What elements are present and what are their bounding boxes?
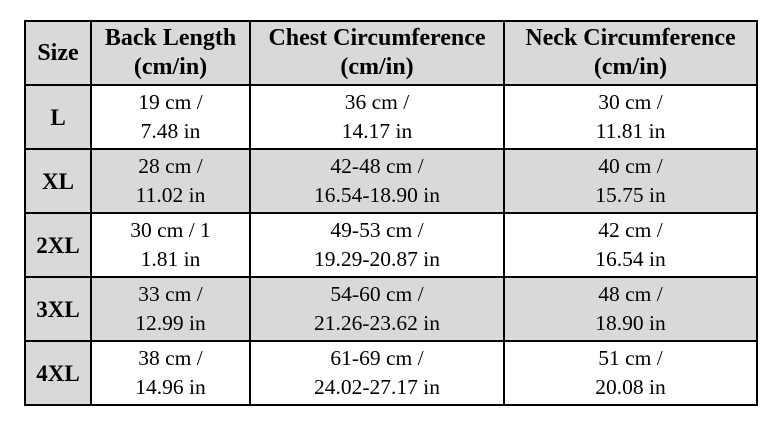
value-line: 33 cm / xyxy=(138,282,203,306)
neck-circumference-cell: 51 cm / 20.08 in xyxy=(503,340,758,406)
header-neck-circumference: Neck Circumference (cm/in) xyxy=(503,20,758,86)
value-line: 20.08 in xyxy=(595,375,666,399)
value-line: 28 cm / xyxy=(138,154,203,178)
neck-circumference-cell: 48 cm / 18.90 in xyxy=(503,276,758,342)
neck-circumference-cell: 30 cm / 11.81 in xyxy=(503,84,758,150)
value-line: 11.02 in xyxy=(135,183,206,207)
value-line: 30 cm / xyxy=(598,90,663,114)
value-line: 14.96 in xyxy=(135,375,206,399)
value-line: 61-69 cm / xyxy=(330,346,424,370)
value-line: 16.54 in xyxy=(595,247,666,271)
size-chart-table: Size Back Length (cm/in) Chest Circumfer… xyxy=(24,20,758,406)
table-row: 2XL 30 cm / 1 1.81 in 49-53 cm / 19.29-2… xyxy=(24,212,758,278)
table-row: 4XL 38 cm / 14.96 in 61-69 cm / 24.02-27… xyxy=(24,340,758,406)
value-line: 21.26-23.62 in xyxy=(313,311,440,335)
header-neck-circumference-unit: (cm/in) xyxy=(593,54,668,80)
size-cell: 2XL xyxy=(24,212,92,278)
value-line: 42-48 cm / xyxy=(330,154,424,178)
header-row: Size Back Length (cm/in) Chest Circumfer… xyxy=(24,20,758,86)
table-row: 3XL 33 cm / 12.99 in 54-60 cm / 21.26-23… xyxy=(24,276,758,342)
header-chest-circumference-unit: (cm/in) xyxy=(340,54,414,80)
table-row: XL 28 cm / 11.02 in 42-48 cm / 16.54-18.… xyxy=(24,148,758,214)
neck-circumference-cell: 42 cm / 16.54 in xyxy=(503,212,758,278)
neck-circumference-cell: 40 cm / 15.75 in xyxy=(503,148,758,214)
header-size-label: Size xyxy=(37,39,79,66)
value-line: 16.54-18.90 in xyxy=(313,183,440,207)
value-line: 19 cm / xyxy=(138,90,203,114)
value-line: 12.99 in xyxy=(135,311,206,335)
back-length-cell: 30 cm / 1 1.81 in xyxy=(90,212,251,278)
value-line: 30 cm / 1 xyxy=(130,218,211,242)
back-length-cell: 28 cm / 11.02 in xyxy=(90,148,251,214)
value-line: 11.81 in xyxy=(595,119,666,143)
header-size: Size xyxy=(24,20,92,86)
chest-circumference-cell: 49-53 cm / 19.29-20.87 in xyxy=(249,212,505,278)
header-neck-circumference-label: Neck Circumference xyxy=(525,25,736,51)
value-line: 19.29-20.87 in xyxy=(313,247,440,271)
size-cell: L xyxy=(24,84,92,150)
chest-circumference-cell: 61-69 cm / 24.02-27.17 in xyxy=(249,340,505,406)
value-line: 40 cm / xyxy=(598,154,663,178)
value-line: 18.90 in xyxy=(595,311,666,335)
header-back-length-label: Back Length xyxy=(104,25,237,51)
value-line: 24.02-27.17 in xyxy=(313,375,440,399)
chest-circumference-cell: 36 cm / 14.17 in xyxy=(249,84,505,150)
back-length-cell: 38 cm / 14.96 in xyxy=(90,340,251,406)
value-line: 38 cm / xyxy=(138,346,203,370)
value-line: 1.81 in xyxy=(140,247,201,271)
value-line: 48 cm / xyxy=(598,282,663,306)
size-cell: 3XL xyxy=(24,276,92,342)
chest-circumference-cell: 54-60 cm / 21.26-23.62 in xyxy=(249,276,505,342)
value-line: 7.48 in xyxy=(140,119,201,143)
value-line: 54-60 cm / xyxy=(330,282,424,306)
table-row: L 19 cm / 7.48 in 36 cm / 14.17 in 30 cm… xyxy=(24,84,758,150)
value-line: 14.17 in xyxy=(341,119,413,143)
back-length-cell: 19 cm / 7.48 in xyxy=(90,84,251,150)
value-line: 51 cm / xyxy=(598,346,663,370)
back-length-cell: 33 cm / 12.99 in xyxy=(90,276,251,342)
value-line: 42 cm / xyxy=(598,218,663,242)
value-line: 36 cm / xyxy=(344,90,410,114)
chest-circumference-cell: 42-48 cm / 16.54-18.90 in xyxy=(249,148,505,214)
header-chest-circumference-label: Chest Circumference xyxy=(268,25,486,51)
value-line: 49-53 cm / xyxy=(330,218,424,242)
header-back-length-unit: (cm/in) xyxy=(133,54,208,80)
header-back-length: Back Length (cm/in) xyxy=(90,20,251,86)
value-line: 15.75 in xyxy=(595,183,666,207)
header-chest-circumference: Chest Circumference (cm/in) xyxy=(249,20,505,86)
size-cell: XL xyxy=(24,148,92,214)
size-cell: 4XL xyxy=(24,340,92,406)
